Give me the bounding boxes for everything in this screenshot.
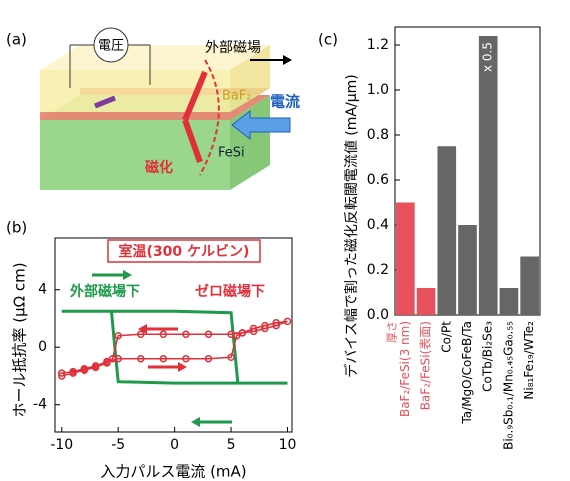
y-tick-label: 0.2 — [367, 262, 389, 278]
baf2-label: BaF₂ — [222, 89, 252, 104]
x-tick-label: Ni₈₁Fe₁₉/WTe₂ — [522, 321, 536, 400]
series-line — [62, 311, 288, 383]
legend-label: 外部磁場下 — [70, 283, 140, 300]
arrow-head — [178, 362, 187, 372]
panel-label: (b) — [6, 219, 27, 237]
bar — [479, 36, 498, 315]
y-axis-label: ホール抵抗率 (μΩ cm) — [11, 262, 29, 417]
y-tick-label: 1.2 — [367, 37, 389, 53]
x-tick-label: 5 — [227, 437, 236, 453]
x-axis-label: 入力パルス電流 (mA) — [100, 463, 246, 481]
x-tick-label: 0 — [170, 437, 179, 453]
x-tick-label: 10 — [279, 437, 297, 453]
y-tick-label: -4 — [33, 397, 47, 413]
label-note: 厚さ — [385, 321, 398, 343]
x-tick-label: Co/Pt — [439, 321, 453, 353]
field-label: 外部磁場 — [205, 40, 261, 56]
bar — [520, 257, 539, 316]
bar — [458, 225, 477, 315]
y-tick-label: 0.8 — [367, 127, 389, 143]
x-tick-label: -10 — [50, 437, 73, 453]
x-tick-label: CoTb/Bi₂Se₃ — [481, 321, 495, 392]
x-tick-label: BaF₂/FeSi(3 nm) — [398, 321, 412, 417]
x-tick-label: Ta/MgO/CoFeB/Ta — [460, 321, 474, 425]
y-tick-label: 0.6 — [367, 172, 389, 188]
arrow-head — [191, 417, 200, 427]
figure: (a) 電圧 外部磁場 BaF₂ 電流 FeSi 磁化 (b) -10 -5 0 5 10… — [0, 0, 570, 481]
bar — [417, 288, 436, 315]
y-tick-label: 0 — [38, 339, 47, 355]
legend-label: ゼロ磁場下 — [195, 283, 265, 300]
bar — [396, 203, 415, 316]
arrow-head — [123, 270, 132, 280]
panel-label: (a) — [6, 31, 27, 49]
magnetization-label: 磁化 — [145, 159, 173, 176]
fesi-front — [40, 120, 230, 190]
bar-annotation: x 0.5 — [481, 42, 495, 72]
y-tick-label: 4 — [38, 282, 47, 298]
x-tick-label: Bi₀.₉Sb₀.₁/Mn₀.₄₅Ga₀.₅₅ — [501, 321, 515, 450]
bar — [437, 146, 456, 315]
current-label: 電流 — [270, 93, 300, 111]
fesi-label: FeSi — [218, 146, 245, 161]
x-tick-label: -5 — [111, 437, 125, 453]
annotation: 室温(300 ケルビン) — [119, 243, 250, 260]
panel-label: (c) — [318, 31, 338, 49]
y-tick-label: 0.4 — [367, 217, 389, 233]
y-tick-label: 0.0 — [367, 307, 389, 323]
field-arrow-head — [283, 55, 292, 65]
y-tick-label: 1.0 — [367, 82, 389, 98]
bar — [500, 288, 519, 315]
x-tick-label: BaF₂/FeSi(表面) — [419, 321, 433, 410]
voltage-label: 電圧 — [98, 39, 124, 54]
y-axis-label: デバイス幅で割った磁化反転閾電流値 (mA/μm) — [343, 74, 360, 377]
